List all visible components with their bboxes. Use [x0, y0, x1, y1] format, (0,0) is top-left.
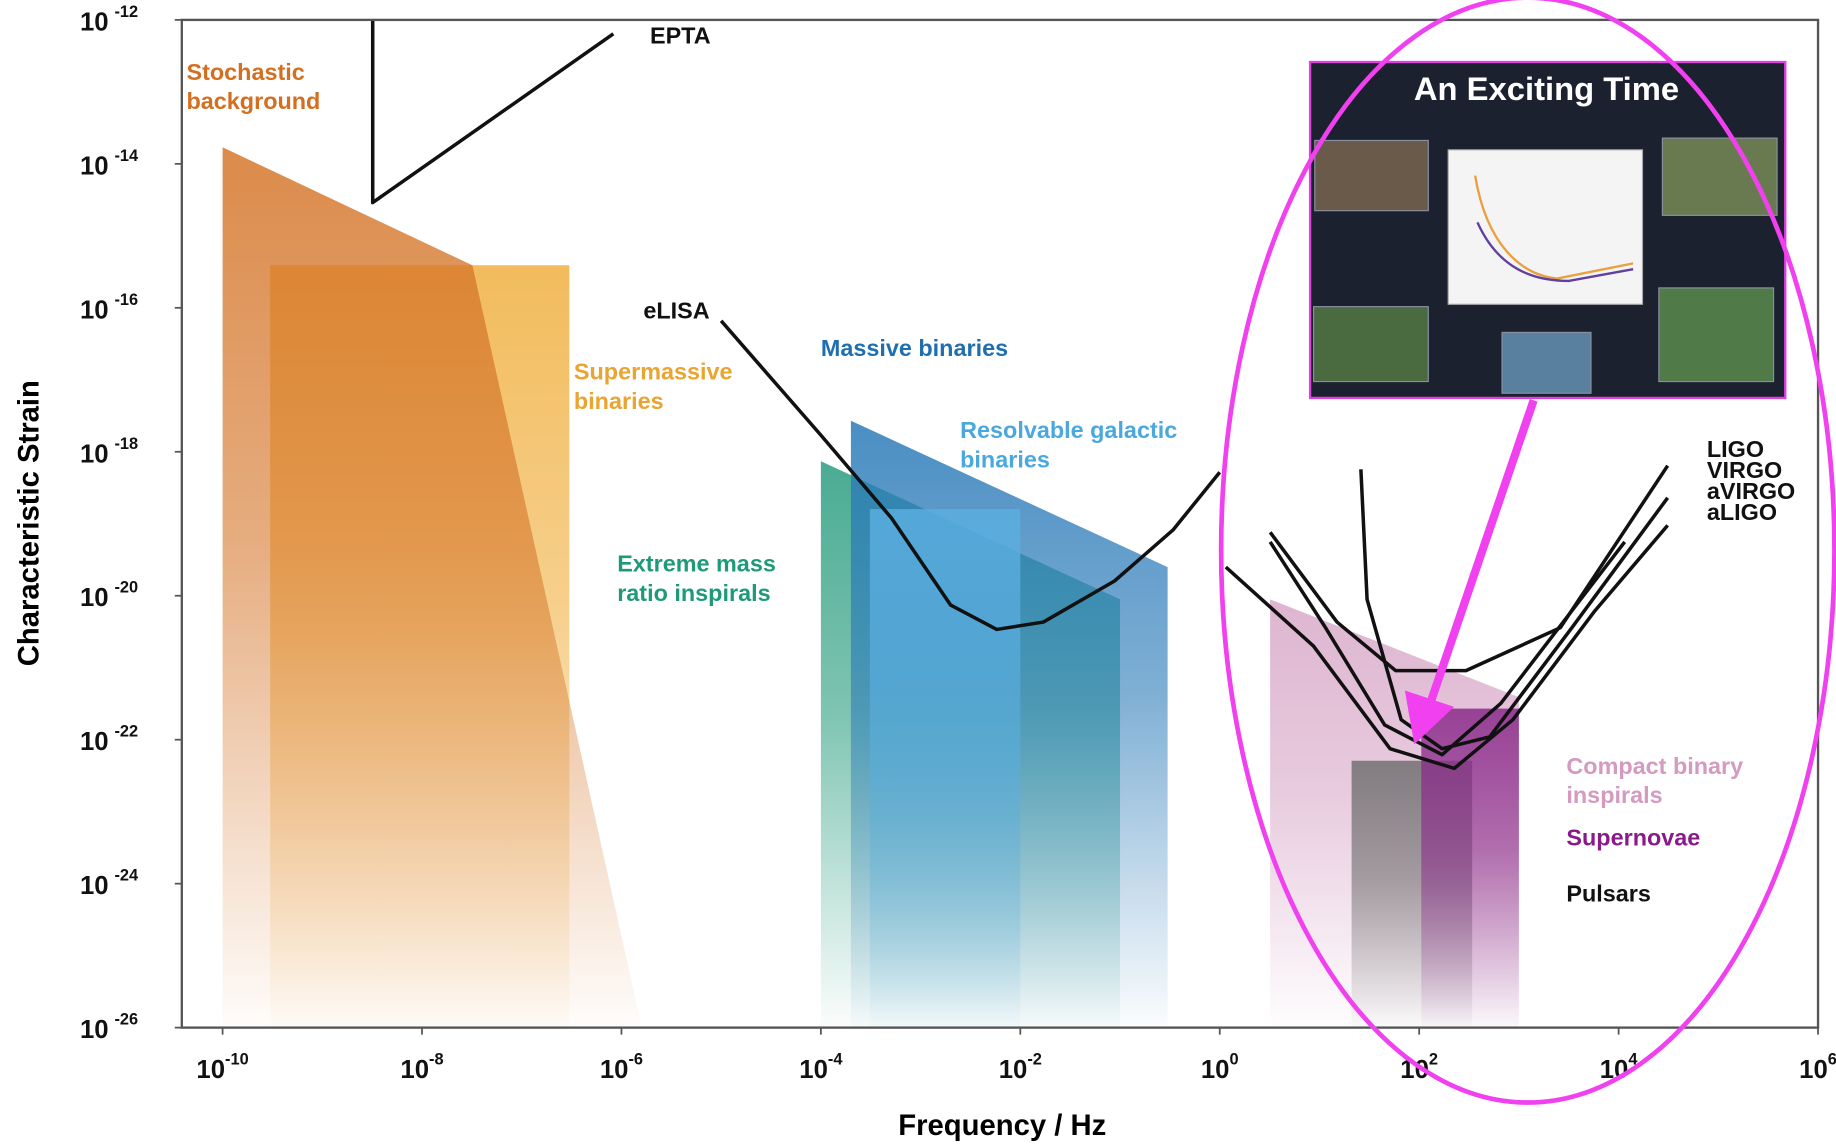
x-tick-label: 10-6	[600, 1051, 643, 1084]
y-tick-label: 10 -24	[80, 867, 139, 900]
x-tick-base: 10	[196, 1056, 225, 1084]
x-tick-exponent: 4	[1628, 1051, 1638, 1069]
region-label: inspirals	[1566, 782, 1662, 808]
inset-plot	[1447, 149, 1644, 305]
sensitivity-curve	[719, 319, 1222, 632]
curve-label: aVIRGO	[1707, 478, 1795, 504]
inset-slide: An Exciting Time	[1308, 60, 1787, 400]
x-tick-exponent: -10	[225, 1051, 249, 1069]
y-tick-exponent: -26	[114, 1011, 138, 1029]
region	[869, 509, 1021, 1028]
x-tick-exponent: -8	[429, 1051, 444, 1069]
region-label: Supermassive	[574, 359, 733, 385]
region-label: Massive binaries	[821, 335, 1008, 361]
inset-plot-curve	[1476, 221, 1634, 283]
curve-label: eLISA	[643, 298, 709, 324]
x-tick-label: 106	[1799, 1051, 1836, 1084]
x-tick-base: 10	[400, 1056, 429, 1084]
region	[222, 147, 642, 1028]
region-label: Compact binary	[1566, 753, 1743, 779]
region-label: Resolvable galactic	[960, 417, 1177, 443]
plot-frame	[180, 18, 1820, 1029]
y-tick-exponent: -24	[114, 867, 139, 885]
y-tick-base: 10	[80, 152, 109, 180]
y-tick-exponent: -12	[114, 3, 138, 21]
y-tick-base: 10	[80, 872, 109, 900]
inset-title: An Exciting Time	[1414, 70, 1679, 107]
x-tick-label: 10-10	[196, 1051, 248, 1084]
sensitivity-curve	[1224, 524, 1669, 771]
x-tick-base: 10	[1201, 1056, 1230, 1084]
x-tick-label: 100	[1201, 1051, 1239, 1084]
inset-photo	[1661, 137, 1778, 216]
sensitivity-curve	[1359, 469, 1670, 751]
y-tick-label: 10 -14	[80, 147, 139, 180]
y-tick-label: 10 -12	[80, 3, 138, 36]
x-tick-label: 10-2	[999, 1051, 1042, 1084]
x-tick-exponent: 0	[1230, 1051, 1239, 1069]
inset-photo	[1313, 306, 1429, 383]
highlight-arrow	[1426, 398, 1538, 704]
y-tick-base: 10	[80, 728, 109, 756]
region-label: Pulsars	[1566, 881, 1651, 907]
inset-photo	[1314, 139, 1429, 212]
x-tick-label: 10-4	[799, 1051, 843, 1084]
y-tick-exponent: -16	[114, 291, 138, 309]
y-tick-label: 10 -26	[80, 1011, 138, 1044]
x-tick-base: 10	[999, 1056, 1028, 1084]
highlight-ellipse	[1218, 0, 1836, 1105]
curve-label: aLIGO	[1707, 499, 1777, 525]
highlight-arrowhead	[1404, 690, 1455, 745]
y-tick-exponent: -18	[114, 435, 138, 453]
region-label: background	[186, 88, 320, 114]
y-tick-label: 10 -16	[80, 291, 138, 324]
sensitivity-curve	[370, 19, 615, 205]
y-tick-label: 10 -20	[80, 579, 138, 612]
inset-photo	[1658, 287, 1775, 383]
curve-label: VIRGO	[1707, 457, 1782, 483]
region-label: ratio inspirals	[617, 580, 770, 606]
region-label: binaries	[960, 446, 1050, 472]
curve-label: EPTA	[650, 23, 711, 49]
x-tick-exponent: -6	[628, 1051, 643, 1069]
y-tick-base: 10	[80, 584, 109, 612]
y-tick-label: 10 -22	[80, 723, 138, 756]
x-tick-base: 10	[1799, 1056, 1828, 1084]
y-tick-exponent: -14	[114, 147, 139, 165]
x-tick-label: 10-8	[400, 1051, 443, 1084]
x-tick-base: 10	[799, 1056, 828, 1084]
y-tick-base: 10	[80, 1016, 109, 1044]
inset-plot-curve	[1473, 175, 1634, 280]
sensitivity-curve	[1268, 540, 1627, 757]
y-tick-exponent: -22	[114, 723, 138, 741]
y-tick-exponent: -20	[114, 579, 138, 597]
y-tick-base: 10	[80, 8, 109, 36]
y-tick-base: 10	[80, 440, 109, 468]
region-label: Extreme mass	[617, 550, 776, 576]
y-tick-label: 10 -18	[80, 435, 138, 468]
y-tick-base: 10	[80, 296, 109, 324]
curves	[370, 19, 1670, 771]
x-axis-title: Frequency / Hz	[898, 1110, 1106, 1142]
x-tick-exponent: -4	[828, 1051, 843, 1069]
curve-label: LIGO	[1707, 436, 1764, 462]
region-label: Supernovae	[1566, 824, 1700, 850]
x-tick-exponent: 2	[1429, 1051, 1438, 1069]
region	[1421, 708, 1519, 1028]
y-axis-title: Characteristic Strain	[14, 380, 46, 666]
x-tick-exponent: 6	[1828, 1051, 1836, 1069]
region-label: binaries	[574, 388, 664, 414]
x-tick-exponent: -2	[1027, 1051, 1042, 1069]
region-label: Stochastic	[186, 59, 304, 85]
inset-photo	[1501, 331, 1592, 394]
x-tick-base: 10	[600, 1056, 629, 1084]
